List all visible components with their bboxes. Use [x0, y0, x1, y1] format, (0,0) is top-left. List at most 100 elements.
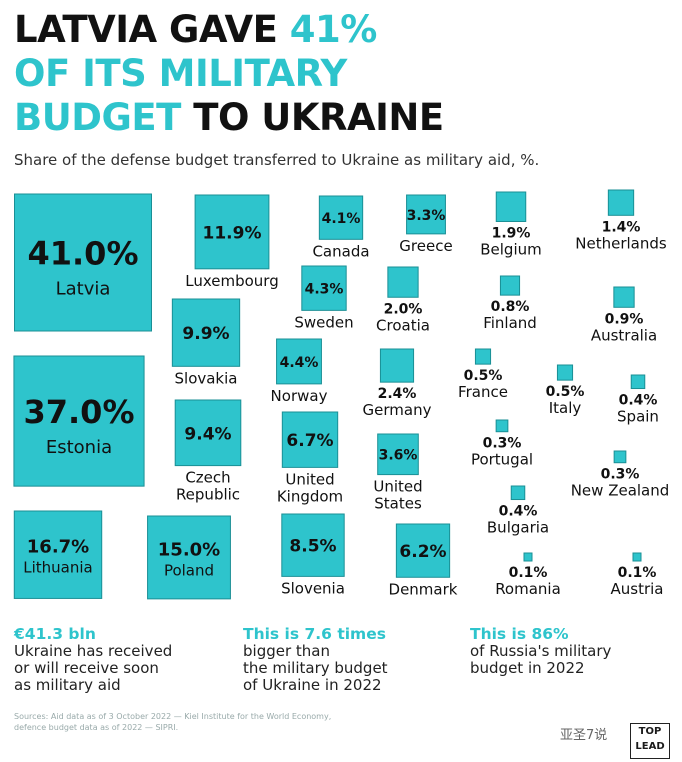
square-bulgaria [510, 485, 526, 501]
square-latvia [14, 193, 152, 332]
square-luxembourg [194, 194, 270, 270]
square-poland [147, 515, 231, 600]
square-romania [523, 552, 533, 562]
square-canada [318, 195, 364, 240]
square-portugal [495, 419, 509, 433]
watermark: 亚圣7说 [560, 728, 608, 743]
value-label-latvia: 41.0% [27, 235, 138, 273]
country-label-austria: Austria [611, 580, 664, 598]
country-label-portugal: Portugal [471, 451, 533, 469]
value-label-greece: 3.3% [407, 208, 446, 224]
value-label-united-states: 3.6% [379, 448, 418, 464]
value-label-denmark: 6.2% [399, 542, 446, 562]
value-label-germany: 2.4% [378, 386, 417, 402]
square-australia [613, 286, 635, 308]
country-label-united-kingdom: Kingdom [277, 487, 343, 505]
chart-subtitle: Share of the defense budget transferred … [14, 151, 540, 169]
value-label-luxembourg: 11.9% [203, 223, 262, 243]
country-label-finland: Finland [483, 314, 537, 332]
value-label-poland: 15.0% [158, 539, 220, 560]
country-label-bulgaria: Bulgaria [487, 519, 549, 537]
country-label-norway: Norway [271, 387, 328, 405]
title-line-3: BUDGET TO UKRAINE [14, 96, 444, 139]
square-belgium [495, 191, 527, 222]
square-germany [379, 348, 415, 383]
country-label-australia: Australia [591, 326, 657, 344]
square-united-kingdom [281, 411, 339, 468]
sources-note: Sources: Aid data as of 3 October 2022 —… [14, 712, 332, 732]
value-label-portugal: 0.3% [483, 436, 522, 452]
value-label-czech-republic: 9.4% [184, 424, 231, 444]
value-label-australia: 0.9% [605, 311, 644, 327]
country-label-romania: Romania [495, 580, 561, 598]
square-sweden [301, 265, 347, 311]
country-label-united-kingdom: United [285, 470, 334, 488]
value-label-austria: 0.1% [618, 565, 657, 581]
title-line-2: OF ITS MILITARY [14, 52, 347, 95]
country-label-sweden: Sweden [294, 313, 353, 331]
page-title: LATVIA GAVE 41% OF ITS MILITARY BUDGET T… [14, 8, 444, 140]
value-label-estonia: 37.0% [23, 393, 134, 431]
value-label-romania: 0.1% [509, 565, 548, 581]
country-label-united-states: United [373, 478, 422, 496]
value-label-canada: 4.1% [322, 211, 361, 227]
stat-times-ukraine-budget: This is 7.6 times bigger than the milita… [243, 625, 388, 694]
country-label-netherlands: Netherlands [575, 234, 667, 252]
square-united-states [377, 433, 419, 476]
square-italy [556, 364, 574, 381]
country-label-czech-republic: Republic [176, 486, 240, 504]
value-label-italy: 0.5% [546, 384, 585, 400]
square-slovenia [281, 513, 345, 577]
stat-aid-total: €41.3 bln Ukraine has received or will r… [14, 625, 173, 694]
country-label-poland: Poland [164, 561, 214, 579]
square-spain [630, 374, 646, 390]
value-label-croatia: 2.0% [384, 301, 423, 317]
value-label-bulgaria: 0.4% [499, 504, 538, 520]
square-austria [632, 552, 642, 562]
value-label-finland: 0.8% [491, 299, 530, 315]
country-label-spain: Spain [617, 408, 659, 426]
country-label-new-zealand: New Zealand [571, 482, 670, 500]
stat-russia-share: This is 86% of Russia's military budget … [470, 625, 612, 677]
value-label-united-kingdom: 6.7% [286, 431, 333, 451]
value-label-slovakia: 9.9% [182, 324, 229, 344]
value-label-new-zealand: 0.3% [601, 467, 640, 483]
square-netherlands [607, 189, 635, 216]
country-label-latvia: Latvia [56, 279, 111, 300]
country-label-czech-republic: Czech [185, 469, 230, 487]
square-slovakia [171, 298, 241, 367]
value-label-france: 0.5% [464, 368, 503, 384]
country-label-estonia: Estonia [46, 437, 112, 458]
value-label-lithuania: 16.7% [27, 537, 89, 558]
country-label-germany: Germany [363, 401, 432, 419]
value-label-belgium: 1.9% [492, 225, 531, 241]
square-denmark [395, 523, 451, 578]
country-label-lithuania: Lithuania [23, 559, 92, 577]
country-label-croatia: Croatia [376, 316, 430, 334]
country-label-italy: Italy [549, 399, 582, 417]
country-label-greece: Greece [399, 237, 452, 255]
value-label-netherlands: 1.4% [602, 219, 641, 235]
square-estonia [13, 355, 145, 487]
square-greece [406, 194, 446, 235]
country-label-denmark: Denmark [389, 580, 458, 598]
value-label-norway: 4.4% [280, 355, 319, 371]
square-finland [499, 275, 521, 296]
country-label-united-states: States [374, 495, 422, 513]
square-france [474, 348, 492, 365]
square-norway [276, 338, 322, 385]
country-label-canada: Canada [312, 242, 369, 260]
value-label-sweden: 4.3% [305, 282, 344, 298]
toplead-logo: TOP LEAD [630, 723, 670, 759]
square-croatia [387, 266, 419, 298]
value-label-spain: 0.4% [619, 393, 658, 409]
country-label-slovenia: Slovenia [281, 579, 345, 597]
square-czech-republic [174, 399, 242, 467]
country-label-luxembourg: Luxembourg [185, 272, 279, 290]
value-label-slovenia: 8.5% [289, 537, 336, 557]
country-label-slovakia: Slovakia [175, 369, 238, 387]
country-label-france: France [458, 383, 508, 401]
square-new-zealand [613, 450, 627, 464]
country-label-belgium: Belgium [480, 240, 542, 258]
